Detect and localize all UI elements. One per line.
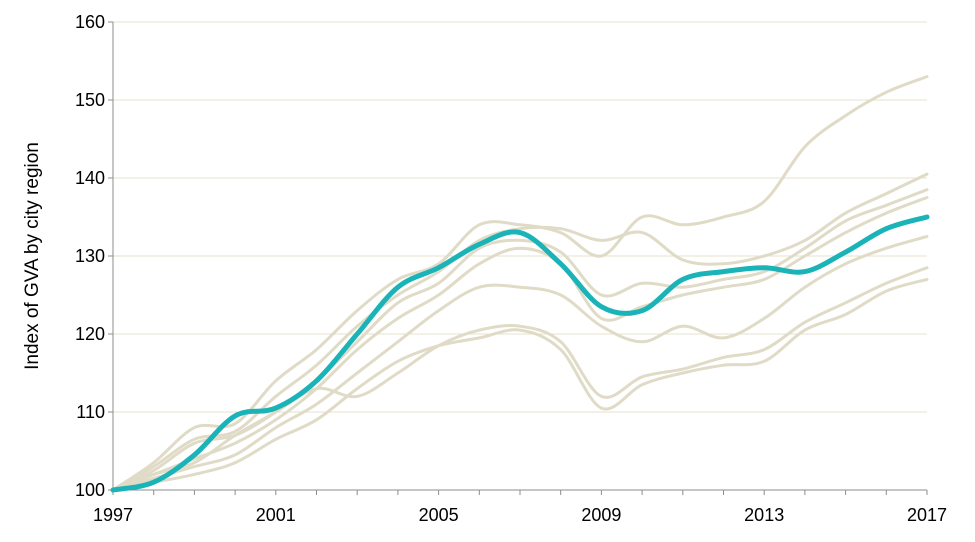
y-tick-label: 120 — [75, 324, 105, 344]
series-line-7 — [111, 277, 929, 492]
x-tick-label: 2001 — [256, 505, 296, 525]
y-tick-label: 160 — [75, 12, 105, 32]
x-tick-label: 2009 — [581, 505, 621, 525]
series-line-1 — [111, 75, 929, 492]
series-line-6 — [111, 266, 929, 492]
series-line-2 — [111, 172, 929, 492]
y-axis-label: Index of GVA by city region — [22, 142, 43, 370]
y-tick-label: 100 — [75, 480, 105, 500]
tick-labels: 100 110 120 130 140 150 160 1997 2001 2005 2009 201… — [75, 12, 947, 525]
x-tick-label: 1997 — [93, 505, 133, 525]
x-tick-label: 2013 — [744, 505, 784, 525]
x-tick-label: 2017 — [907, 505, 947, 525]
series-line-highlight — [110, 214, 930, 493]
x-tick-label: 2005 — [419, 505, 459, 525]
series-line-5 — [111, 235, 929, 492]
y-tick-label: 150 — [75, 90, 105, 110]
axes — [108, 21, 928, 495]
gridlines — [113, 21, 927, 413]
series-lines — [110, 75, 930, 493]
y-tick-label: 130 — [75, 246, 105, 266]
series-line-4 — [111, 196, 929, 492]
y-tick-label: 140 — [75, 168, 105, 188]
y-tick-label: 110 — [76, 402, 105, 422]
